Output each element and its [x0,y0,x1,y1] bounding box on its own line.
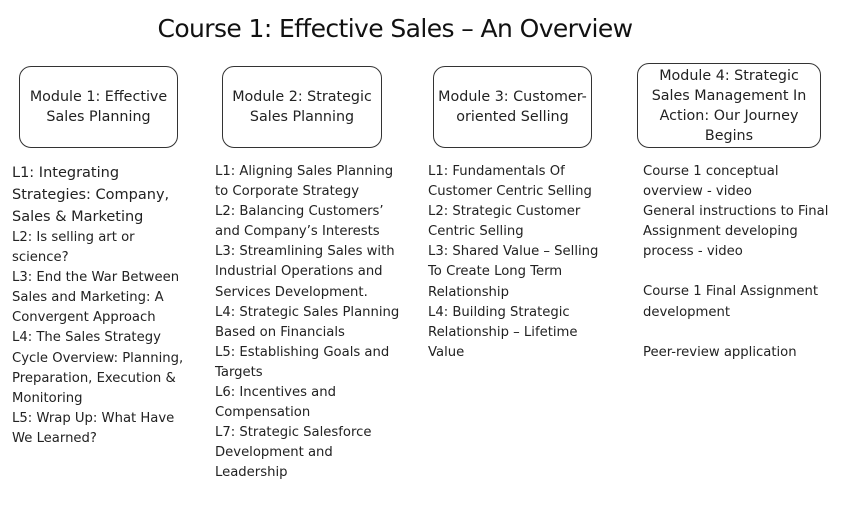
module-2-title: Module 2: Strategic Sales Planning [232,89,372,125]
lesson-item: L2: Strategic Customer Centric Selling [428,204,581,240]
lesson-item: L1: Integrating Strategies: Company, Sal… [12,165,170,225]
lesson-item: Peer-review application [643,344,797,360]
lesson-item: Course 1 Final Assignment development [643,284,819,320]
lesson-item: L1: Fundamentals Of Customer Centric Sel… [428,164,592,200]
lesson-item: L5: Wrap Up: What Have We Learned? [12,410,175,446]
module-1-title: Module 1: Effective Sales Planning [29,89,168,125]
module-2-box: Module 2: Strategic Sales Planning [222,66,382,148]
module-4-title: Module 4: Strategic Sales Management In … [651,67,807,144]
lesson-item: L3: Streamlining Sales with Industrial O… [215,244,395,300]
module-2-lessons: L1: Aligning Sales Planning to Corporate… [215,162,405,484]
lesson-item: L2: Is selling art or science? [12,230,135,266]
module-1-lessons: L1: Integrating Strategies: Company, Sal… [12,162,192,449]
page-title: Course 1: Effective Sales – An Overview [157,14,633,43]
lesson-item: L1: Aligning Sales Planning to Corporate… [215,164,394,200]
lesson-item: L7: Strategic Salesforce Development and… [215,425,372,481]
module-3-lessons: L1: Fundamentals Of Customer Centric Sel… [428,162,603,363]
lesson-item: L4: Building Strategic Relationship – Li… [428,304,578,360]
lesson-item: L6: Incentives and Compensation [215,385,336,421]
module-4-lessons: Course 1 conceptual overview - video Gen… [643,162,833,363]
module-3-title: Module 3: Customer-oriented Selling [438,89,587,125]
lesson-item: L5: Establishing Goals and Targets [215,344,390,380]
lesson-item: L3: Shared Value – Selling To Create Lon… [428,244,599,300]
module-1-box: Module 1: Effective Sales Planning [19,66,178,148]
lesson-item: Course 1 conceptual overview - video [643,164,779,200]
lesson-item: General instructions to Final Assignment… [643,204,829,260]
lesson-item: L2: Balancing Customers’ and Company’s I… [215,204,384,240]
lesson-item: L3: End the War Between Sales and Market… [12,270,180,326]
lesson-item: L4: Strategic Sales Planning Based on Fi… [215,304,400,340]
module-3-box: Module 3: Customer-oriented Selling [433,66,592,148]
lesson-item: L4: The Sales Strategy Cycle Overview: P… [12,330,184,406]
module-4-box: Module 4: Strategic Sales Management In … [637,63,821,148]
